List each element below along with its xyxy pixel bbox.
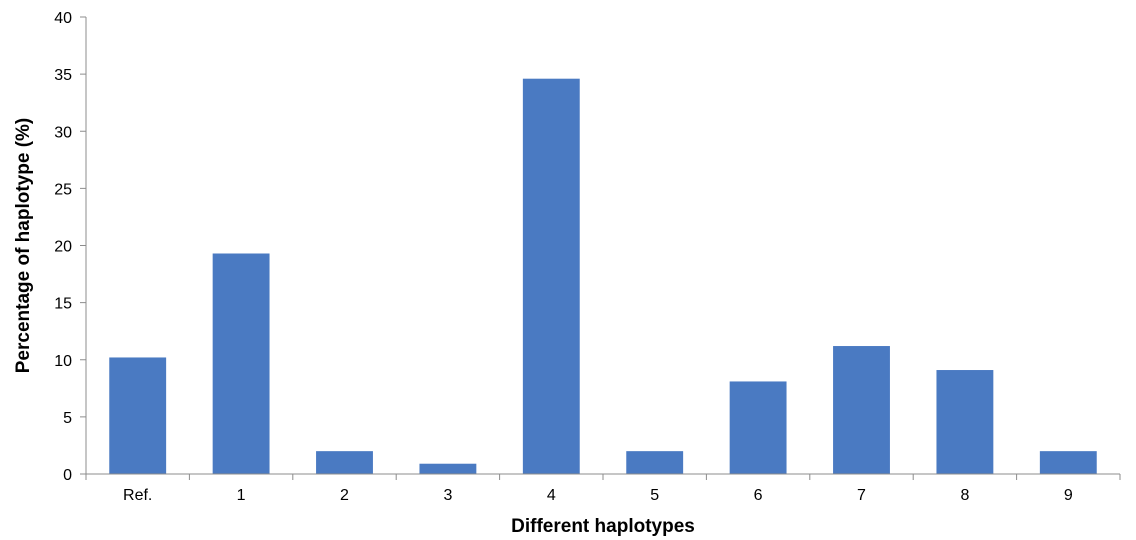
y-tick-label: 10 [54,353,72,370]
x-tick-label: 1 [237,487,246,504]
x-ticks-group: Ref. 1 2 3 4 5 6 7 8 9 [85,474,1121,504]
bars-group [109,78,1097,474]
bar-7 [833,346,890,474]
x-tick-label: 6 [754,487,763,504]
x-tick-label: 3 [443,487,452,504]
y-tick-label: 20 [54,239,72,256]
y-axis-title: Percentage of haplotype (%) [13,118,34,374]
bar-4 [522,78,580,474]
y-ticks-group: 0 5 10 15 20 25 30 35 40 [54,10,86,484]
bar-5 [626,451,684,474]
x-tick-label: 2 [340,487,349,504]
x-tick-label: Ref. [123,487,152,504]
bar-6 [729,381,787,474]
x-tick-label: 4 [547,487,556,504]
bar-2 [316,451,373,474]
x-tick-label: 5 [650,487,659,504]
bar-9 [1039,451,1097,474]
x-axis-title: Different haplotypes [511,516,695,537]
bar-1 [212,253,270,474]
bar-ref [109,357,167,474]
x-tick-label: 8 [960,487,969,504]
y-tick-label: 15 [54,296,72,313]
x-tick-label: 7 [857,487,866,504]
y-tick-label: 0 [63,467,72,484]
bar-8 [936,370,994,474]
y-tick-label: 35 [54,67,72,84]
y-tick-label: 40 [54,10,72,27]
y-tick-label: 30 [54,124,72,141]
y-tick-label: 25 [54,181,72,198]
bar-3 [419,463,477,474]
x-tick-label: 9 [1064,487,1073,504]
y-tick-label: 5 [63,410,72,427]
